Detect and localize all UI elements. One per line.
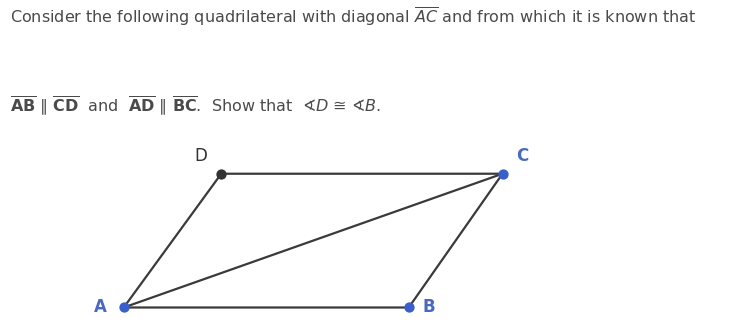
Point (403, 305, 415, 310)
Text: C: C (516, 147, 528, 165)
Point (496, 171, 508, 176)
Text: Consider the following quadrilateral with diagonal $\overline{\mathit{AC}}$ and : Consider the following quadrilateral wit… (10, 5, 696, 28)
Text: $\overline{\mathbf{AB}}$ ∥ $\overline{\mathbf{CD}}$  and  $\overline{\mathbf{AD}: $\overline{\mathbf{AB}}$ ∥ $\overline{\m… (10, 94, 381, 118)
Point (215, 171, 227, 176)
Text: A: A (94, 298, 107, 317)
Text: B: B (422, 298, 435, 317)
Point (118, 305, 130, 310)
Text: D: D (195, 147, 208, 165)
